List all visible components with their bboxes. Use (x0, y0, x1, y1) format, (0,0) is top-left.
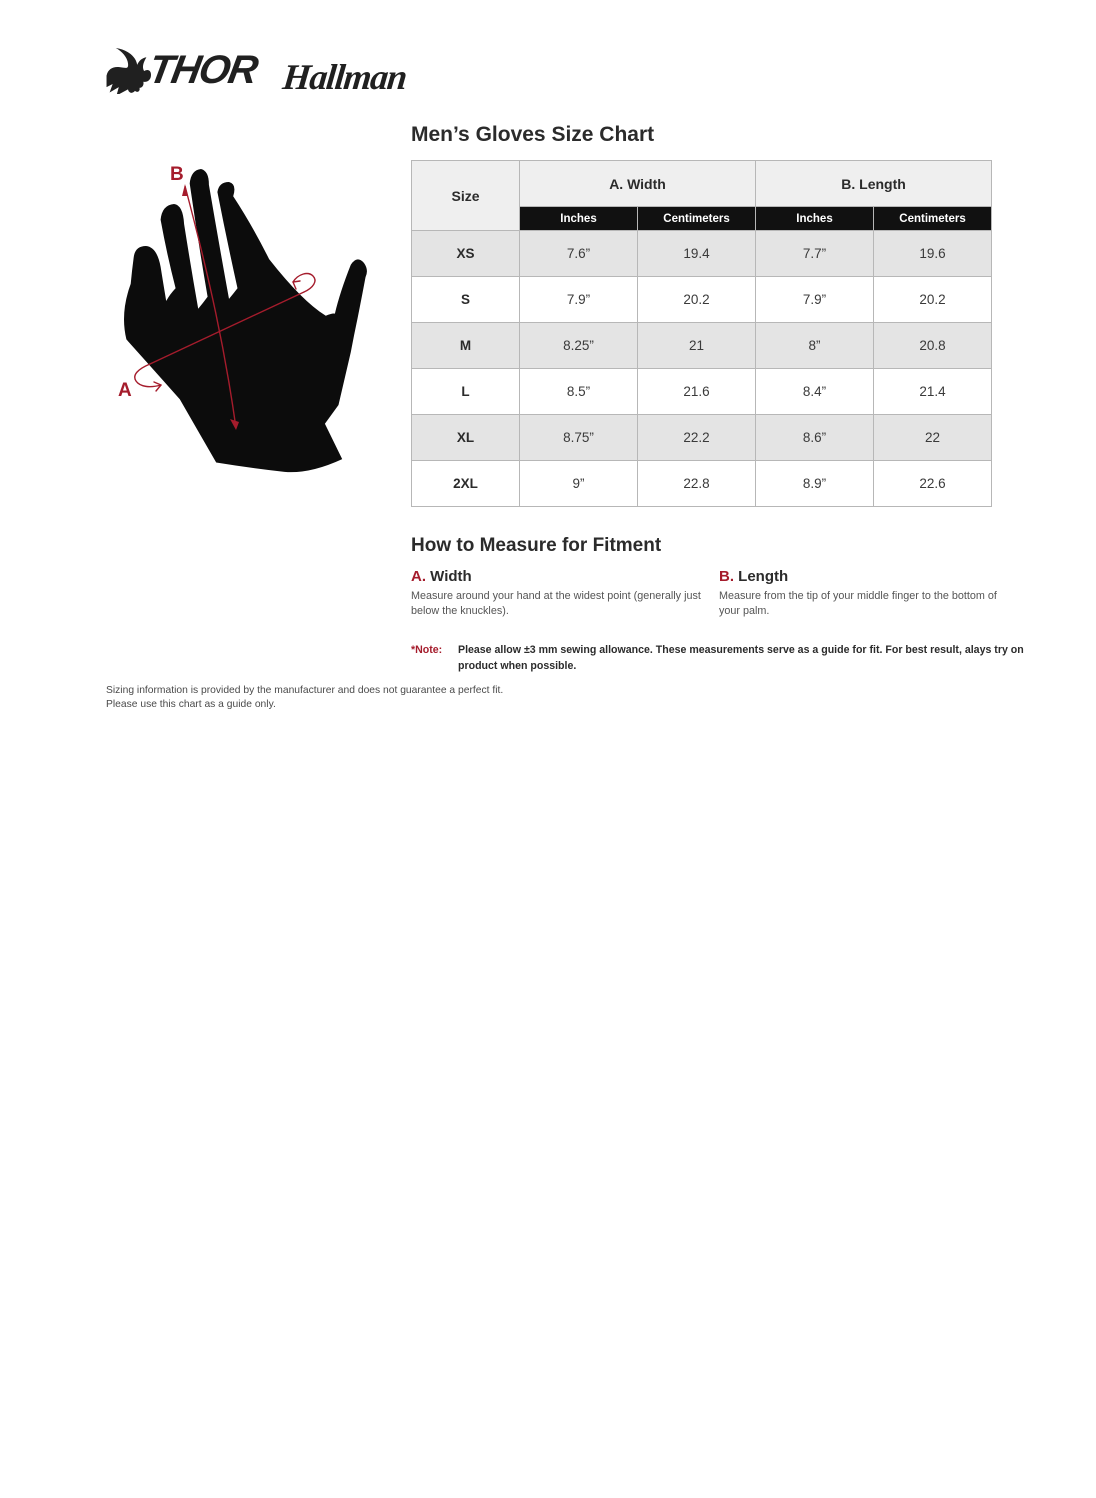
svg-text:B: B (170, 164, 184, 185)
svg-text:A: A (118, 380, 132, 401)
